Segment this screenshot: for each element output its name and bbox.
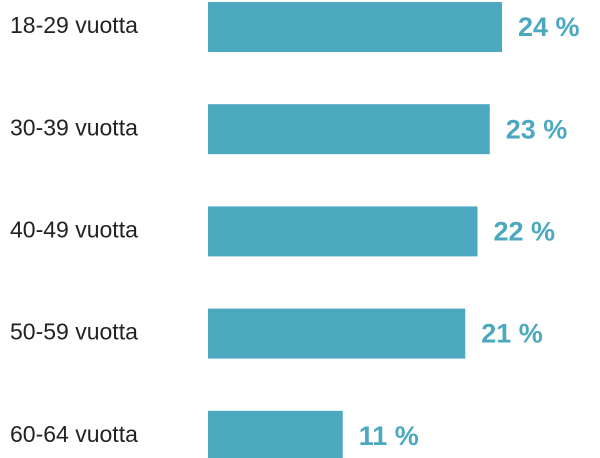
value-label: 22 % <box>494 217 556 247</box>
category-label: 18-29 vuotta <box>10 12 138 38</box>
value-label: 11 % <box>359 421 419 451</box>
category-label: 40-49 vuotta <box>10 216 138 242</box>
category-label: 30-39 vuotta <box>10 114 138 140</box>
value-label: 21 % <box>481 319 543 349</box>
value-label: 24 % <box>518 12 580 42</box>
bar <box>208 104 490 155</box>
value-label: 23 % <box>506 114 568 144</box>
category-label: 50-59 vuotta <box>10 319 138 345</box>
category-label: 60-64 vuotta <box>10 421 138 447</box>
bar <box>208 308 466 359</box>
bar <box>208 2 502 52</box>
bar <box>208 206 478 257</box>
bar <box>208 410 343 458</box>
